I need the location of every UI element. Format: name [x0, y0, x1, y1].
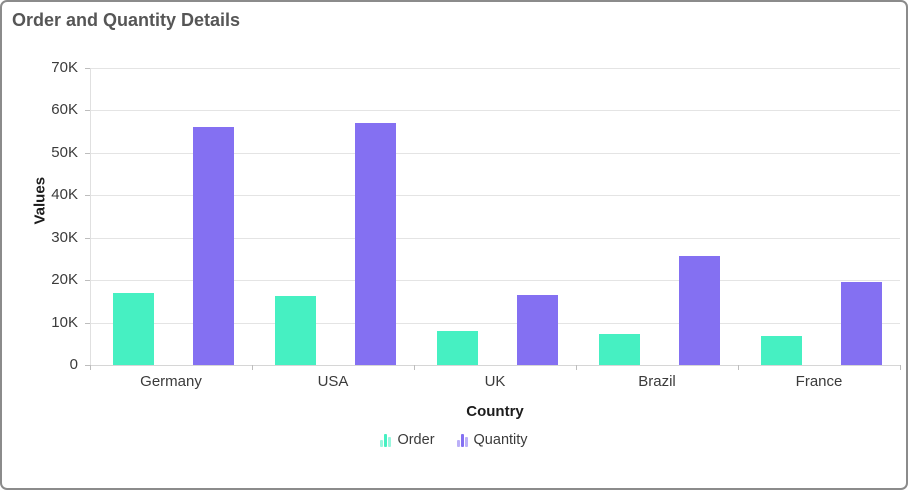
- gridline-10K: [91, 322, 900, 324]
- legend-item-order[interactable]: Order: [380, 432, 435, 448]
- gridline-30K: [91, 237, 900, 239]
- x-axis-title: Country: [466, 403, 524, 420]
- x-axis-tick: [738, 365, 739, 370]
- y-axis-tick: [85, 68, 90, 69]
- x-axis-label-uk: UK: [484, 373, 506, 390]
- x-axis-label-brazil: Brazil: [638, 373, 676, 390]
- y-axis-tick: [85, 237, 90, 239]
- gridline-70K: [91, 68, 900, 69]
- y-axis-tick: [85, 280, 90, 282]
- y-axis-label-30K: 30K: [51, 228, 78, 246]
- chart-title: Order and Quantity Details: [12, 10, 241, 30]
- legend-item-quantity[interactable]: Quantity: [456, 432, 528, 448]
- bar-order-germany[interactable]: [113, 292, 154, 365]
- gridline-60K: [91, 110, 900, 112]
- bar-order-uk[interactable]: [437, 331, 478, 365]
- y-axis-tick: [85, 322, 90, 324]
- x-axis-tick: [576, 365, 577, 370]
- y-axis-label-0: 0: [69, 356, 78, 373]
- y-axis-label-10K: 10K: [51, 313, 78, 331]
- y-axis-tick: [85, 195, 90, 197]
- bar-quantity-germany[interactable]: [193, 127, 234, 365]
- bar-order-usa[interactable]: [275, 296, 316, 365]
- y-axis-tick: [85, 365, 90, 366]
- gridline-50K: [91, 152, 900, 154]
- legend: Order Quantity: [2, 432, 906, 448]
- bar-quantity-uk[interactable]: [517, 295, 558, 365]
- gridline-40K: [91, 195, 900, 197]
- x-axis-tick: [252, 365, 253, 370]
- bar-quantity-brazil[interactable]: [679, 255, 720, 365]
- gridline-0: [91, 365, 900, 366]
- bar-quantity-usa[interactable]: [355, 123, 396, 365]
- bar-quantity-france[interactable]: [841, 282, 882, 365]
- y-axis-label-40K: 40K: [51, 186, 78, 204]
- y-axis-label-70K: 70K: [51, 59, 78, 76]
- legend-label-order: Order: [397, 432, 435, 448]
- plot-area: [90, 68, 900, 366]
- gridline-20K: [91, 280, 900, 282]
- y-axis-label-20K: 20K: [51, 271, 78, 289]
- x-axis-label-germany: Germany: [140, 373, 202, 390]
- y-axis-label-60K: 60K: [51, 101, 78, 119]
- legend-label-quantity: Quantity: [473, 432, 528, 448]
- x-axis-label-usa: USA: [317, 373, 349, 390]
- bar-order-brazil[interactable]: [599, 334, 640, 365]
- legend-mini-barchart-icon: [380, 433, 392, 447]
- x-axis-tick: [900, 365, 901, 370]
- y-axis-tick: [85, 110, 90, 112]
- y-axis-tick: [85, 152, 90, 154]
- legend-mini-barchart-icon: [456, 433, 468, 447]
- bar-order-france[interactable]: [761, 336, 802, 365]
- x-axis-tick: [90, 365, 91, 370]
- x-axis-label-france: France: [795, 373, 843, 390]
- x-axis-tick: [414, 365, 415, 370]
- y-axis-label-50K: 50K: [51, 143, 78, 161]
